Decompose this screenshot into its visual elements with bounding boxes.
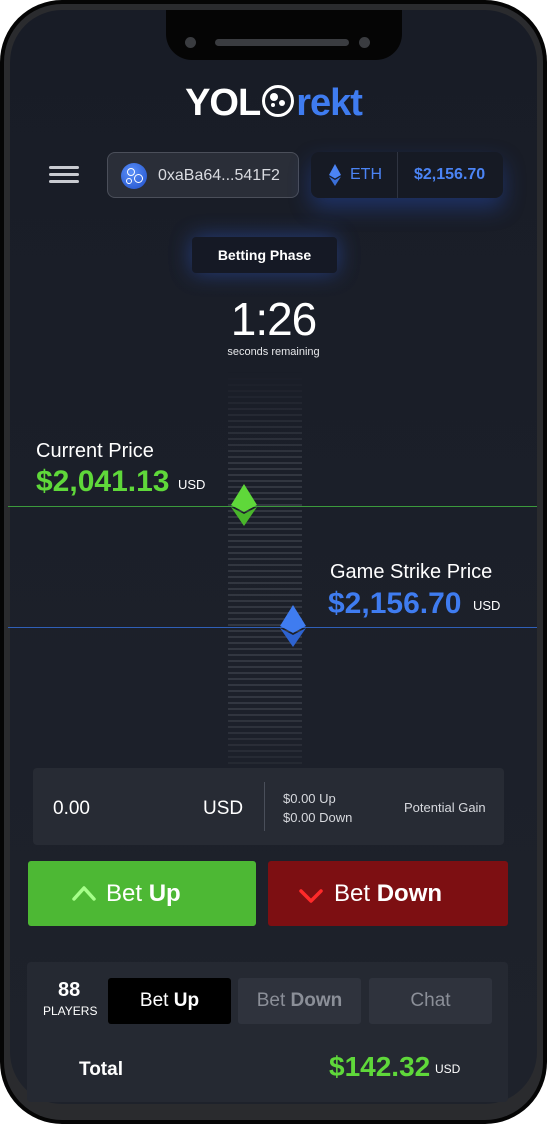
phone-notch xyxy=(166,10,402,60)
strike-price-value: $2,156.70 xyxy=(328,587,462,620)
network-price: $2,156.70 xyxy=(414,166,486,183)
wallet-button[interactable]: 0xaBa64...541F2 xyxy=(107,152,299,198)
strike-price-unit: USD xyxy=(473,598,501,613)
current-price-unit: USD xyxy=(178,477,206,492)
current-price-value: $2,041.13 xyxy=(36,465,170,498)
timer-caption: seconds remaining xyxy=(227,346,320,358)
ethereum-icon xyxy=(329,164,341,186)
strike-price-label: Game Strike Price xyxy=(330,561,493,583)
total-value: $142.32 xyxy=(329,1051,431,1082)
potential-gain-label: Potential Gain xyxy=(404,800,486,815)
players-label: PLAYERS xyxy=(43,1004,98,1018)
bet-up-button[interactable]: Bet Up xyxy=(28,861,256,926)
camera-dot xyxy=(185,37,196,48)
hamburger-menu-icon[interactable] xyxy=(49,166,79,184)
wallet-address: 0xaBa64...541F2 xyxy=(158,167,280,184)
countdown-timer: 1:26 xyxy=(230,293,318,345)
logo-main-text: YOL xyxy=(185,82,261,124)
current-price-eth-marker-icon xyxy=(231,484,257,526)
chevron-up-icon xyxy=(72,886,96,901)
wallet-avatar-icon xyxy=(121,163,147,189)
current-price-line xyxy=(8,506,537,507)
chevron-down-icon xyxy=(299,889,323,903)
bet-down-button[interactable]: Bet Down xyxy=(268,861,508,926)
sensor-dot xyxy=(359,37,370,48)
total-label: Total xyxy=(79,1059,123,1080)
speaker-grille xyxy=(215,39,349,46)
logo-accent-text: rekt xyxy=(296,82,363,124)
up-gain-value: $0.00 Up xyxy=(283,791,336,806)
price-track xyxy=(228,372,302,800)
bet-amount-panel: 0.00 USD $0.00 Up $0.00 Down Potential G… xyxy=(33,768,504,845)
tab-bet-up[interactable]: Bet Up xyxy=(108,978,231,1024)
down-gain-value: $0.00 Down xyxy=(283,810,353,825)
tab-chat[interactable]: Chat xyxy=(369,978,492,1024)
bet-panel-divider xyxy=(264,782,265,831)
strike-price-eth-marker-icon xyxy=(280,605,306,647)
players-panel: 88 PLAYERS Bet Up Bet Down Chat Total $1… xyxy=(27,962,508,1102)
bet-amount-unit: USD xyxy=(203,798,244,819)
player-count: 88 xyxy=(58,979,81,1001)
app-logo: YOL rekt xyxy=(0,82,547,125)
logo-ball-icon xyxy=(262,85,295,117)
current-price-label: Current Price xyxy=(36,440,154,462)
strike-price-line xyxy=(8,627,537,628)
phase-badge: Betting Phase xyxy=(192,237,337,273)
bet-up-label: Bet Up xyxy=(106,880,181,907)
tab-bet-down[interactable]: Bet Down xyxy=(238,978,361,1024)
bet-amount-input[interactable]: 0.00 xyxy=(53,798,90,819)
network-divider xyxy=(397,152,398,198)
bet-down-label: Bet Down xyxy=(334,880,443,907)
network-price-box[interactable]: ETH $2,156.70 xyxy=(311,152,503,198)
network-label: ETH xyxy=(350,166,382,183)
total-unit: USD xyxy=(435,1062,461,1076)
